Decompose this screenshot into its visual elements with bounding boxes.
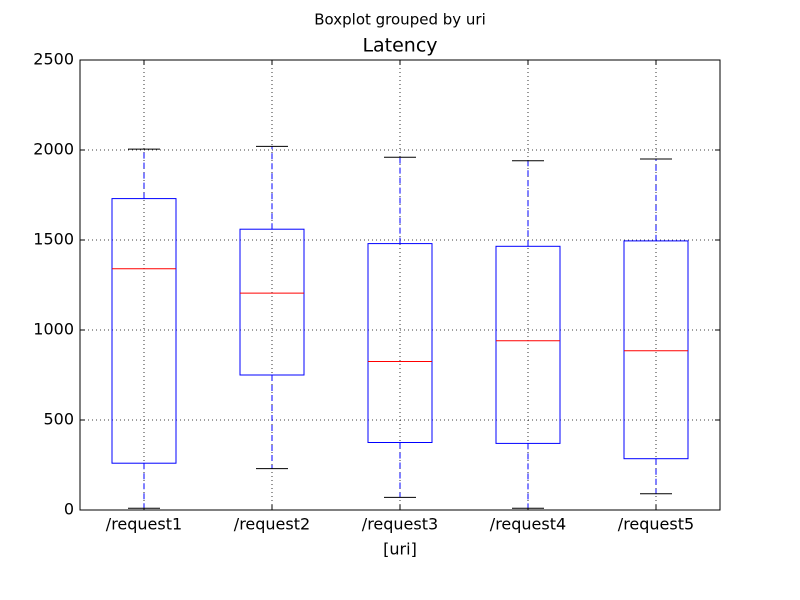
box: [623, 240, 689, 460]
x-tick-label: /request1: [106, 515, 182, 534]
x-tick-label: /request4: [490, 515, 566, 534]
y-tick-label: 2500: [33, 50, 74, 69]
x-tick-label: /request3: [362, 515, 438, 534]
x-tick-label: /request2: [234, 515, 310, 534]
box: [111, 198, 177, 464]
chart-title: Latency: [362, 35, 437, 57]
y-tick-label: 500: [43, 410, 74, 429]
box: [367, 243, 433, 443]
plot-frame: [79, 59, 721, 511]
y-tick-label: 1500: [33, 230, 74, 249]
box: [239, 228, 305, 376]
box: [495, 245, 561, 444]
y-tick-label: 1000: [33, 320, 74, 339]
x-tick-label: /request5: [618, 515, 694, 534]
suptitle: Boxplot grouped by uri: [314, 11, 486, 29]
x-axis-label: [uri]: [383, 540, 417, 559]
y-tick-label: 2000: [33, 140, 74, 159]
y-tick-label: 0: [64, 500, 74, 519]
